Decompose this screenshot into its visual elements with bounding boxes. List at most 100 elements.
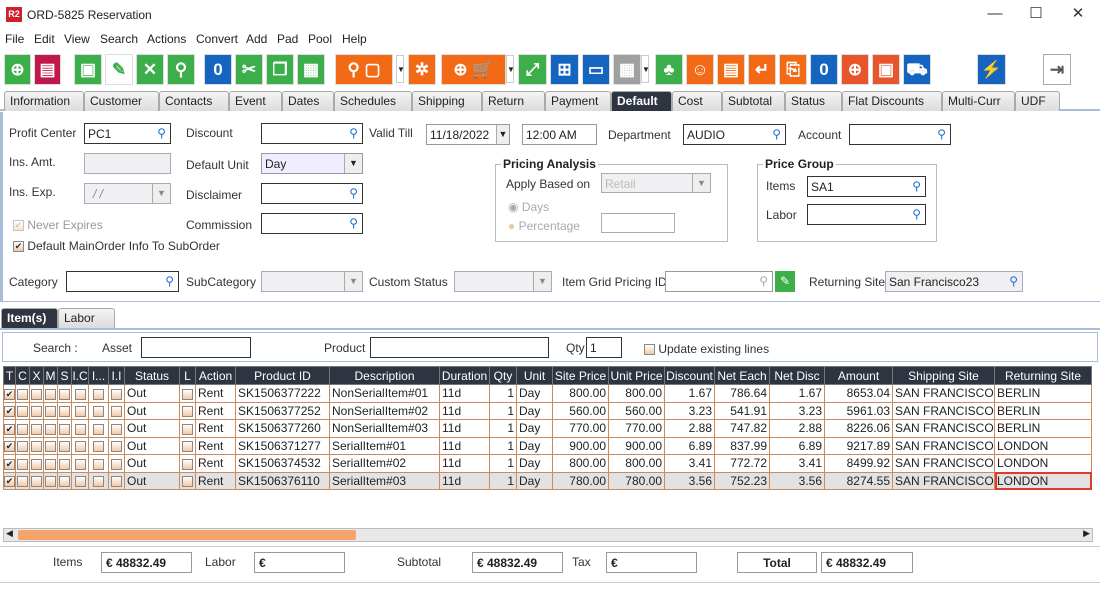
asset-input[interactable] (141, 337, 251, 358)
discount-field[interactable]: ⚲ (261, 123, 363, 144)
cell-description[interactable]: NonSerialItem#03 (329, 419, 440, 438)
l-checkbox[interactable] (179, 401, 196, 420)
tab-information[interactable]: Information (4, 91, 84, 111)
checkbox-icon[interactable] (31, 388, 42, 400)
row-checkbox[interactable] (15, 401, 30, 420)
row-checkbox[interactable] (15, 384, 30, 403)
scrollbar-thumb[interactable] (18, 530, 356, 540)
row-checkbox[interactable]: ✔ (3, 436, 16, 455)
row-checkbox[interactable] (43, 454, 58, 473)
cell-returning-site[interactable]: BERLIN (994, 419, 1092, 438)
checkbox-icon[interactable] (59, 458, 70, 470)
cell-shipping-site[interactable]: SAN FRANCISCO (892, 436, 995, 455)
checkbox-icon[interactable] (59, 423, 70, 435)
row-checkbox[interactable] (43, 419, 58, 438)
cell-returning-site[interactable]: LONDON (994, 471, 1092, 490)
cell-site-price[interactable]: 780.00 (552, 471, 609, 490)
row-checkbox[interactable] (29, 419, 44, 438)
checkbox-icon[interactable] (93, 476, 104, 488)
commission-field[interactable]: ⚲ (261, 213, 363, 234)
cell-amount[interactable]: 9217.89 (824, 436, 893, 455)
menu-edit[interactable]: Edit (34, 32, 55, 46)
checkbox-icon[interactable] (74, 388, 86, 400)
gears-icon[interactable]: ✲ (408, 54, 436, 85)
cell-action[interactable]: Rent (195, 436, 236, 455)
search-icon[interactable]: ⚲ (1009, 274, 1018, 288)
checkbox-icon[interactable] (45, 388, 56, 400)
column-header[interactable]: Shipping Site (892, 366, 995, 385)
cell-status[interactable]: Out (124, 471, 180, 490)
row-checkbox[interactable] (57, 471, 72, 490)
checkbox-icon[interactable] (17, 406, 28, 418)
cell-product-id[interactable]: SK1506377252 (235, 401, 330, 420)
tab-customer[interactable]: Customer (84, 91, 159, 111)
copy-icon[interactable]: ❐ (266, 54, 294, 85)
row-checkbox[interactable] (43, 436, 58, 455)
default-unit-select[interactable]: Day ▼ (261, 153, 363, 174)
menu-view[interactable]: View (64, 32, 90, 46)
truck-check-icon[interactable]: ⛟ (903, 54, 931, 85)
row-checkbox[interactable] (71, 419, 89, 438)
cell-net-each[interactable]: 752.23 (714, 471, 770, 490)
column-header[interactable]: M (43, 366, 58, 385)
cell-status[interactable]: Out (124, 454, 180, 473)
checkbox-icon[interactable] (59, 388, 70, 400)
department-field[interactable]: AUDIO ⚲ (683, 124, 786, 145)
checkbox-icon[interactable] (45, 406, 56, 418)
row-checkbox[interactable]: ✔ (3, 384, 16, 403)
tab-subtotal[interactable]: Subtotal (722, 91, 785, 111)
tab-payment[interactable]: Payment (545, 91, 611, 111)
subcategory-select[interactable]: ▼ (261, 271, 363, 292)
cell-unit-price[interactable]: 560.00 (608, 401, 665, 420)
row-checkbox[interactable] (29, 384, 44, 403)
cell-returning-site[interactable]: BERLIN (994, 384, 1092, 403)
cell-site-price[interactable]: 560.00 (552, 401, 609, 420)
search-icon[interactable]: ⚲ (912, 179, 921, 193)
cell-net-disc[interactable]: 2.88 (769, 419, 825, 438)
cell-status[interactable]: Out (124, 401, 180, 420)
cell-net-each[interactable]: 541.91 (714, 401, 770, 420)
table-row[interactable]: ✔ Out Rent SK1506377252 NonSerialItem#02 11d 1… (3, 401, 1092, 420)
profit-center-field[interactable]: PC1 ⚲ (84, 123, 171, 144)
price-group-items-field[interactable]: SA1 ⚲ (807, 176, 926, 197)
row-checkbox[interactable] (71, 454, 89, 473)
cell-unit[interactable]: Day (516, 419, 553, 438)
checkbox-icon[interactable] (182, 458, 193, 470)
maximize-button[interactable]: ☐ (1029, 5, 1043, 22)
cell-returning-site[interactable]: LONDON (994, 454, 1092, 473)
checkbox-icon[interactable] (17, 441, 28, 453)
never-expires-checkbox[interactable]: ✔ Never Expires (13, 218, 103, 232)
cell-duration[interactable]: 11d (439, 454, 490, 473)
qty-input[interactable]: 1 (586, 337, 622, 358)
row-checkbox[interactable] (108, 419, 125, 438)
box-return-icon[interactable]: ⎘ (779, 54, 807, 85)
checkbox-icon[interactable] (74, 423, 86, 435)
default-mainorder-checkbox[interactable]: ✔ Default MainOrder Info To SubOrder (13, 239, 220, 253)
cell-action[interactable]: Rent (195, 419, 236, 438)
checkbox-icon[interactable] (31, 423, 42, 435)
cell-unit-price[interactable]: 780.00 (608, 471, 665, 490)
cell-discount[interactable]: 3.23 (664, 401, 715, 420)
account-field[interactable]: ⚲ (849, 124, 951, 145)
cell-description[interactable]: SerialItem#02 (329, 454, 440, 473)
row-checkbox[interactable] (108, 384, 125, 403)
search-icon[interactable]: ⚲ (772, 127, 781, 141)
row-checkbox[interactable]: ✔ (3, 454, 16, 473)
cell-site-price[interactable]: 900.00 (552, 436, 609, 455)
cell-qty[interactable]: 1 (489, 436, 517, 455)
cell-discount[interactable]: 3.41 (664, 454, 715, 473)
tab-schedules[interactable]: Schedules (334, 91, 412, 111)
percentage-radio[interactable]: ● Percentage (508, 219, 580, 233)
row-checkbox[interactable] (43, 384, 58, 403)
cell-returning-site[interactable]: BERLIN (994, 401, 1092, 420)
column-header[interactable]: Product ID (235, 366, 330, 385)
cell-site-price[interactable]: 770.00 (552, 419, 609, 438)
checkbox-icon[interactable] (182, 441, 193, 453)
percentage-field[interactable] (601, 213, 675, 233)
checkbox-icon[interactable] (17, 423, 28, 435)
search-icon[interactable]: ⚲ (349, 216, 358, 230)
price-group-labor-field[interactable]: ⚲ (807, 204, 926, 225)
cell-discount[interactable]: 2.88 (664, 419, 715, 438)
disclaimer-field[interactable]: ⚲ (261, 183, 363, 204)
row-checkbox[interactable] (88, 401, 109, 420)
